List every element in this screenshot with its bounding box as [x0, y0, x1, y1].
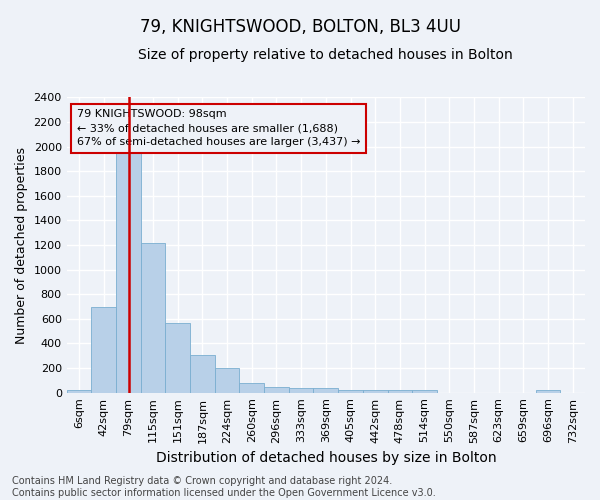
X-axis label: Distribution of detached houses by size in Bolton: Distribution of detached houses by size …	[155, 451, 496, 465]
Bar	[166, 322, 190, 392]
Bar	[141, 242, 166, 392]
Bar	[536, 390, 560, 392]
Bar	[215, 368, 239, 392]
Bar	[116, 153, 141, 392]
Bar	[190, 355, 215, 393]
Bar	[289, 388, 313, 392]
Text: Contains HM Land Registry data © Crown copyright and database right 2024.
Contai: Contains HM Land Registry data © Crown c…	[12, 476, 436, 498]
Bar	[412, 390, 437, 392]
Text: 79 KNIGHTSWOOD: 98sqm
← 33% of detached houses are smaller (1,688)
67% of semi-d: 79 KNIGHTSWOOD: 98sqm ← 33% of detached …	[77, 109, 361, 147]
Bar	[91, 306, 116, 392]
Bar	[388, 390, 412, 392]
Bar	[313, 388, 338, 392]
Title: Size of property relative to detached houses in Bolton: Size of property relative to detached ho…	[139, 48, 513, 62]
Bar	[239, 383, 264, 392]
Bar	[67, 390, 91, 392]
Y-axis label: Number of detached properties: Number of detached properties	[15, 146, 28, 344]
Bar	[363, 390, 388, 392]
Bar	[264, 387, 289, 392]
Text: 79, KNIGHTSWOOD, BOLTON, BL3 4UU: 79, KNIGHTSWOOD, BOLTON, BL3 4UU	[139, 18, 461, 36]
Bar	[338, 390, 363, 392]
